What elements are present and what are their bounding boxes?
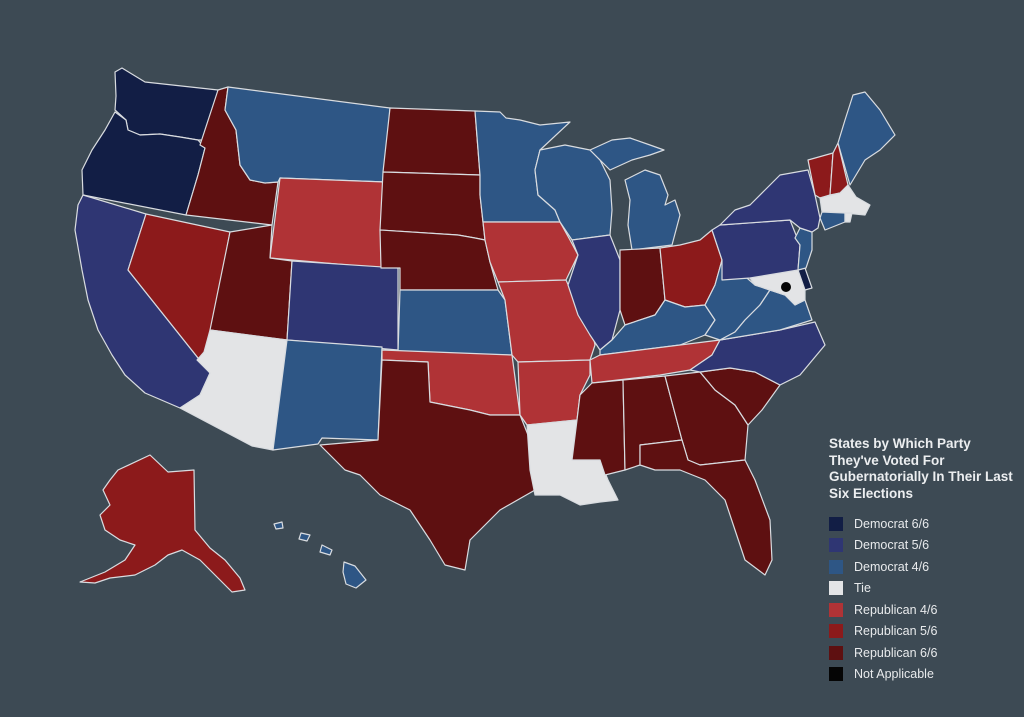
legend-label: Tie [854,581,871,596]
legend-label: Democrat 6/6 [854,516,930,531]
state-MT [224,86,391,184]
legend: States by Which Party They've Voted For … [829,436,1019,685]
legend-swatch [829,538,843,553]
legend-swatch [829,559,843,574]
state-TX [319,359,536,571]
state-WA [114,67,219,141]
legend-item-not-applicable: Not Applicable [829,664,1019,686]
state-NE [379,229,499,291]
state-HI-2 [298,532,311,542]
state-HI-4 [342,561,367,589]
state-CO [286,260,399,351]
legend-title: States by Which Party They've Voted For … [829,436,1013,501]
state-FL [639,439,773,576]
legend-item-republican-6-6: Republican 6/6 [829,642,1019,664]
legend-item-republican-5-6: Republican 5/6 [829,621,1019,643]
state-IA [482,221,579,283]
legend-swatch [829,667,843,682]
state-NM [272,339,383,451]
legend-label: Democrat 5/6 [854,538,930,553]
legend-items: Democrat 6/6 Democrat 5/6 Democrat 4/6 T… [829,513,1019,685]
state-MI [589,137,681,251]
state-WY [269,177,386,269]
legend-swatch [829,645,843,660]
legend-swatch [829,624,843,639]
legend-label: Republican 4/6 [854,602,938,617]
legend-swatch [829,581,843,596]
state-SD [379,171,486,241]
legend-item-democrat-4-6: Democrat 4/6 [829,556,1019,578]
legend-item-democrat-6-6: Democrat 6/6 [829,513,1019,535]
state-PA [711,219,801,281]
legend-label: Democrat 4/6 [854,559,930,574]
legend-swatch [829,516,843,531]
state-KS [397,289,513,356]
state-NJ [794,227,813,271]
state-HI-1 [273,521,284,530]
state-NC [689,321,826,386]
state-ME [837,91,896,186]
legend-label: Not Applicable [854,667,934,682]
state-CT [819,211,846,231]
legend-swatch [829,602,843,617]
legend-item-tie: Tie [829,578,1019,600]
dc-marker [781,282,791,292]
state-RI [844,212,853,223]
legend-label: Republican 5/6 [854,624,938,639]
state-ND [382,107,481,176]
legend-item-republican-4-6: Republican 4/6 [829,599,1019,621]
legend-label: Republican 6/6 [854,645,938,660]
state-HI-3 [319,544,333,556]
state-AK [79,454,246,593]
legend-item-democrat-5-6: Democrat 5/6 [829,535,1019,557]
